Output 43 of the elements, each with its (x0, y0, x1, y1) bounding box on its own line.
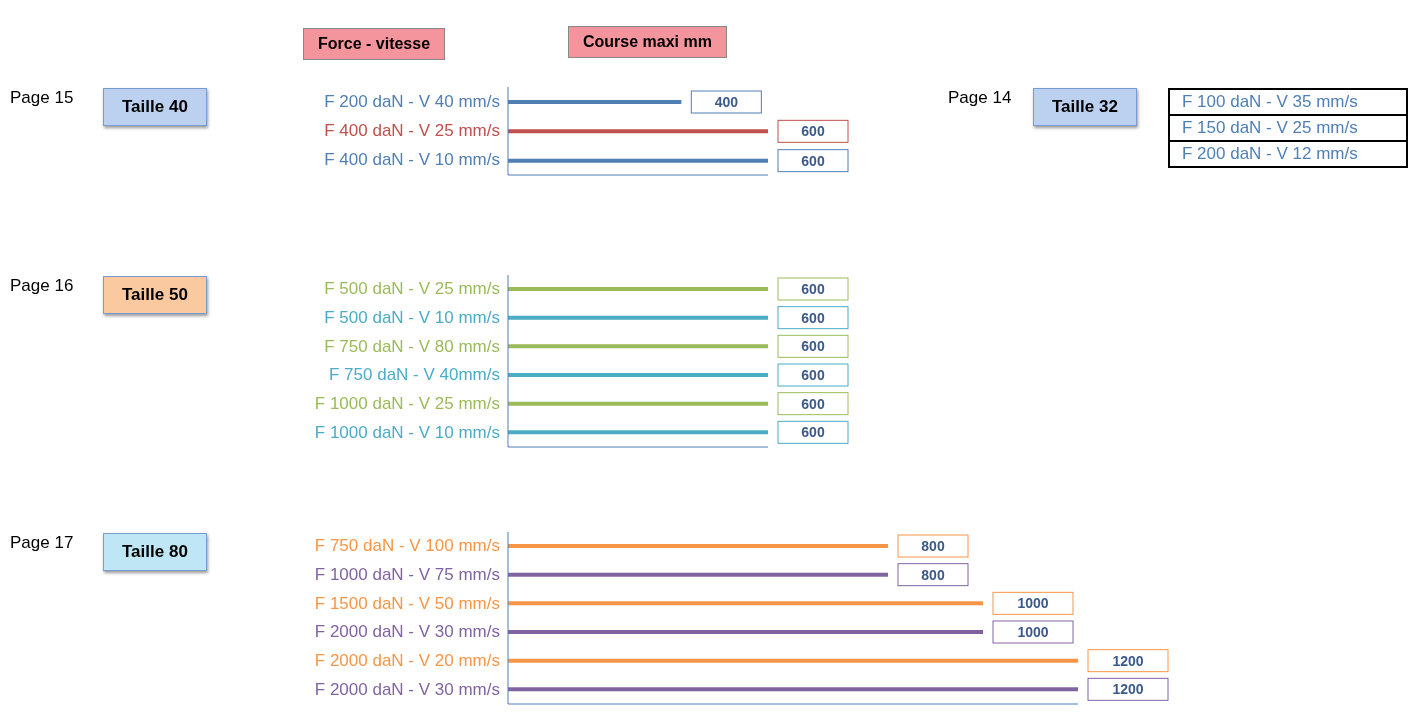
data-label: 600 (801, 367, 825, 383)
y-tick-label: F 750 daN - V 100 mm/s (314, 536, 500, 556)
data-label: 600 (801, 309, 825, 326)
x-axis-title: Course maxi mm (568, 26, 727, 58)
data-label: 800 (921, 538, 945, 554)
y-axis-title: Force - vitesse (303, 28, 446, 60)
data-label: 600 (801, 395, 825, 412)
text: Page 17 (10, 533, 74, 553)
y-tick-label: F 2000 daN - V 20 mm/s (314, 651, 500, 670)
data-label: 600 (801, 152, 825, 169)
y-tick-label: F 2000 daN - V 30 mm/s (314, 622, 500, 642)
data-label: 600 (801, 123, 825, 140)
y-tick-label: F 1000 daN - V 10 mm/s (314, 422, 500, 442)
y-tick-label: F 400 daN - V 10 mm/s (324, 150, 500, 170)
data-label: 1000 (1017, 624, 1049, 640)
data-label: 800 (921, 566, 945, 583)
y-tick-label: F 500 daN - V 10 mm/s (324, 308, 500, 327)
y-tick-label: F 200 daN - V 40 mm/s (324, 91, 500, 111)
text: Taille 40 (103, 88, 207, 126)
text: Taille 80 (103, 533, 207, 571)
y-tick-label: F 1000 daN - V 25 mm/s (314, 394, 500, 413)
text: F 150 daN - V 25 mm/s (1170, 114, 1406, 140)
text: F 100 daN - V 35 mm/s (1181, 91, 1359, 113)
y-tick-label: F 500 daN - V 25 mm/s (324, 279, 500, 299)
data-label: 400 (714, 94, 739, 110)
text: Taille 32 (1033, 88, 1137, 126)
y-tick-label: F 2000 daN - V 30 mm/s (314, 679, 500, 699)
y-tick-label: F 1500 daN - V 50 mm/s (314, 593, 500, 613)
data-label: 600 (801, 338, 825, 355)
text: Taille 50 (103, 276, 207, 314)
data-label: 1200 (1112, 681, 1144, 698)
data-label: 1000 (1017, 595, 1049, 612)
y-tick-label: F 750 daN - V 80 mm/s (324, 336, 500, 356)
data-label: 600 (801, 281, 825, 297)
text: F 200 daN - V 12 mm/s (1170, 140, 1406, 166)
data-label: 600 (801, 424, 825, 441)
data-label: 1200 (1112, 652, 1144, 669)
text: Page 15 (10, 88, 74, 108)
y-tick-label: F 1000 daN - V 75 mm/s (314, 565, 500, 584)
y-tick-label: F 400 daN - V 25 mm/s (324, 121, 500, 140)
y-tick-label: F 750 daN - V 40mm/s (328, 365, 500, 385)
text: Page 16 (10, 276, 74, 296)
text: Page 14 (948, 88, 1012, 108)
